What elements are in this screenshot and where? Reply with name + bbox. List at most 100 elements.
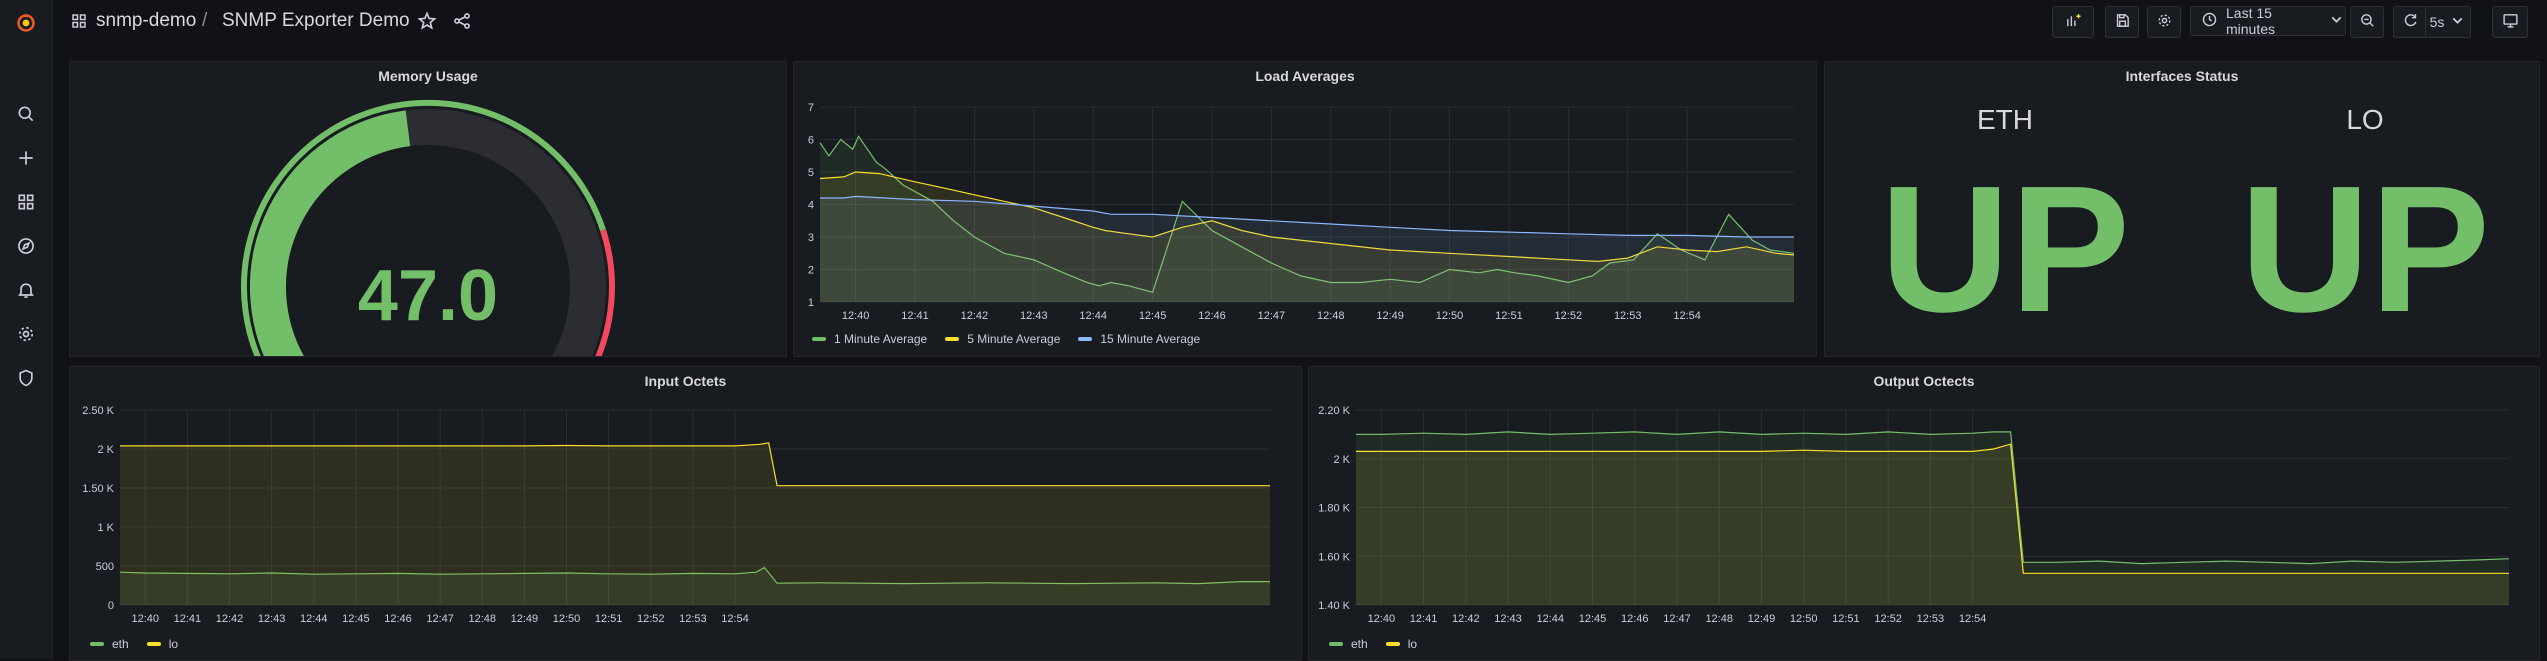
y-tick-label: 1.60 K <box>1318 551 1350 563</box>
x-tick-label: 12:49 <box>511 613 539 625</box>
legend-item-eth[interactable]: eth <box>1329 637 1368 651</box>
x-tick-label: 12:46 <box>1198 310 1226 322</box>
x-tick-label: 12:42 <box>1452 613 1480 625</box>
refresh-button[interactable] <box>2393 6 2427 38</box>
time-range-picker[interactable]: Last 15 minutes <box>2190 5 2346 37</box>
x-tick-label: 12:40 <box>842 310 870 322</box>
chevron-down-icon <box>2449 12 2466 32</box>
x-tick-label: 12:43 <box>1020 310 1048 322</box>
x-tick-label: 12:52 <box>1874 613 1902 625</box>
monitor-icon <box>2502 12 2519 32</box>
dashboard-grid-icon[interactable] <box>70 12 88 35</box>
sidebar <box>0 0 53 659</box>
shield-icon[interactable] <box>13 365 39 391</box>
y-tick-label: 0 <box>108 600 114 612</box>
refresh-interval-picker[interactable]: 5s <box>2425 6 2471 38</box>
panel-title: Interfaces Status <box>2125 68 2239 84</box>
breadcrumb-dashboard-title[interactable]: SNMP Exporter Demo <box>222 10 410 31</box>
breadcrumb-separator: / <box>202 10 208 31</box>
legend-swatch <box>1329 642 1343 646</box>
save-icon <box>2114 12 2131 32</box>
x-tick-label: 12:47 <box>426 613 454 625</box>
legend-swatch <box>90 642 104 646</box>
x-tick-label: 12:43 <box>258 613 286 625</box>
x-tick-label: 12:40 <box>132 613 160 625</box>
dashboards-icon[interactable] <box>13 189 39 215</box>
legend-item-lo[interactable]: lo <box>1385 637 1417 651</box>
legend-label: 5 Minute Average <box>967 332 1061 346</box>
interface-lo-status: UP <box>2239 149 2491 350</box>
explore-compass-icon[interactable] <box>13 233 39 259</box>
tv-mode-button[interactable] <box>2492 6 2528 38</box>
star-icon[interactable] <box>417 11 437 36</box>
add-panel-button[interactable] <box>2052 6 2094 38</box>
settings-gear-icon <box>2156 12 2173 32</box>
x-tick-label: 12:41 <box>174 613 202 625</box>
x-tick-label: 12:48 <box>1705 613 1733 625</box>
x-tick-label: 12:43 <box>1494 613 1522 625</box>
x-tick-label: 12:42 <box>961 310 989 322</box>
time-range-label: Last 15 minutes <box>2226 5 2276 37</box>
interface-eth-status: UP <box>1879 149 2131 350</box>
series-area-lo <box>120 442 1270 605</box>
plus-icon[interactable] <box>13 145 39 171</box>
y-tick-label: 2 <box>808 265 814 277</box>
legend-label: 15 Minute Average <box>1100 332 1201 346</box>
search-icon[interactable] <box>13 101 39 127</box>
breadcrumb-folder[interactable]: snmp-demo <box>96 10 197 31</box>
share-icon[interactable] <box>452 11 472 36</box>
x-tick-label: 12:54 <box>721 613 749 625</box>
chart-legend: eth lo <box>90 637 178 651</box>
x-tick-label: 12:47 <box>1258 310 1286 322</box>
y-tick-label: 2.50 K <box>82 405 114 417</box>
x-tick-label: 12:52 <box>637 613 665 625</box>
x-tick-label: 12:44 <box>300 613 328 625</box>
chart-legend: 1 Minute Average 5 Minute Average 15 Min… <box>812 332 1200 346</box>
panel-title: Input Octets <box>644 373 727 389</box>
series-line-lo <box>1356 443 2509 574</box>
x-tick-label: 12:49 <box>1376 310 1404 322</box>
x-tick-label: 12:50 <box>1436 310 1464 322</box>
series-line-eth <box>119 566 1270 585</box>
legend-item-5min[interactable]: 5 Minute Average <box>945 332 1060 346</box>
x-tick-label: 12:46 <box>1621 613 1649 625</box>
dashboard-settings-button[interactable] <box>2147 6 2181 38</box>
x-tick-label: 12:50 <box>553 613 581 625</box>
save-dashboard-button[interactable] <box>2105 6 2139 38</box>
input-octets-chart: 0 500 1 K 1.50 K 2 K 2.50 K 12:40 12:41 12:42 12:… <box>82 405 1270 625</box>
load-averages-panel[interactable]: Load Averages 1 2 3 4 5 6 7 12:40 12:41 12:42 12:4… <box>793 61 1817 357</box>
settings-gear-icon[interactable] <box>13 321 39 347</box>
interfaces-status-panel[interactable]: Interfaces Status ETH UP LO UP <box>1824 61 2540 357</box>
zoom-out-button[interactable] <box>2350 6 2384 38</box>
y-tick-label: 5 <box>808 167 814 179</box>
gauge-threshold-green <box>241 99 606 356</box>
x-tick-label: 12:46 <box>384 613 412 625</box>
x-tick-label: 12:53 <box>1614 310 1642 322</box>
series-area-5-minute-average <box>820 172 1794 302</box>
output-octets-panel[interactable]: Output Octects 1.40 K 1.60 K 1.80 K 2 K 2.20… <box>1308 366 2540 661</box>
input-octets-panel[interactable]: Input Octets 0 500 1 K 1.50 K 2 K 2.50 K 12:40… <box>69 366 1302 661</box>
x-tick-label: 12:47 <box>1663 613 1691 625</box>
series-line-lo <box>120 442 1270 487</box>
series-area-lo <box>1356 444 2509 605</box>
memory-gauge <box>241 99 615 356</box>
x-tick-label: 12:49 <box>1748 613 1776 625</box>
alerting-bell-icon[interactable] <box>13 277 39 303</box>
zoom-out-icon <box>2359 12 2376 32</box>
legend-swatch <box>1078 337 1093 341</box>
legend-item-lo[interactable]: lo <box>146 637 178 651</box>
refresh-icon <box>2402 12 2419 32</box>
gauge-threshold-red <box>595 229 615 356</box>
x-tick-label: 12:51 <box>1832 613 1860 625</box>
legend-item-1min[interactable]: 1 Minute Average <box>812 332 927 346</box>
memory-usage-panel[interactable]: Memory Usage 47.0 <box>69 61 787 357</box>
x-tick-label: 12:41 <box>1410 613 1438 625</box>
legend-item-15min[interactable]: 15 Minute Average <box>1078 332 1200 346</box>
legend-swatch <box>146 642 161 646</box>
y-tick-label: 1 <box>808 297 814 309</box>
legend-item-eth[interactable]: eth <box>90 637 129 651</box>
grafana-logo-icon[interactable] <box>13 10 39 36</box>
x-tick-label: 12:41 <box>901 310 929 322</box>
chart-legend: eth lo <box>1329 637 1417 651</box>
legend-swatch <box>812 337 826 341</box>
